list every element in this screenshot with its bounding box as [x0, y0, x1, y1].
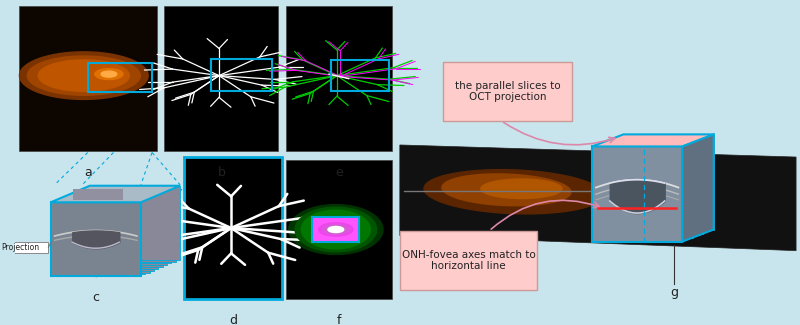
FancyBboxPatch shape — [286, 160, 392, 299]
Polygon shape — [400, 145, 796, 251]
Text: Projection: Projection — [1, 243, 39, 252]
Text: d: d — [229, 314, 237, 325]
Polygon shape — [602, 142, 693, 238]
Text: b: b — [218, 166, 226, 179]
Polygon shape — [682, 134, 714, 241]
Polygon shape — [592, 134, 714, 147]
FancyBboxPatch shape — [184, 157, 282, 299]
Polygon shape — [610, 140, 700, 235]
Polygon shape — [424, 170, 603, 214]
Polygon shape — [318, 223, 353, 236]
FancyBboxPatch shape — [165, 6, 278, 151]
Polygon shape — [442, 174, 571, 206]
Polygon shape — [27, 56, 140, 95]
Text: a: a — [84, 166, 92, 179]
Polygon shape — [64, 197, 154, 271]
FancyBboxPatch shape — [400, 231, 537, 290]
Text: e: e — [335, 166, 343, 179]
Polygon shape — [592, 147, 682, 241]
Polygon shape — [94, 69, 123, 80]
Polygon shape — [38, 60, 130, 91]
FancyBboxPatch shape — [74, 189, 123, 200]
Polygon shape — [481, 179, 562, 199]
Polygon shape — [19, 52, 148, 99]
FancyBboxPatch shape — [443, 62, 573, 121]
Text: the parallel slices to
OCT projection: the parallel slices to OCT projection — [455, 81, 561, 102]
Polygon shape — [295, 207, 377, 252]
Polygon shape — [595, 145, 686, 240]
Polygon shape — [55, 201, 146, 275]
Polygon shape — [620, 136, 710, 231]
FancyBboxPatch shape — [312, 217, 359, 242]
Text: ONH-fovea axes match to
horizontal line: ONH-fovea axes match to horizontal line — [402, 250, 535, 271]
Polygon shape — [77, 191, 167, 265]
Polygon shape — [59, 199, 150, 273]
Polygon shape — [606, 141, 696, 236]
Polygon shape — [326, 226, 346, 233]
Polygon shape — [322, 224, 349, 235]
Polygon shape — [81, 189, 171, 263]
FancyBboxPatch shape — [0, 242, 48, 253]
Polygon shape — [289, 205, 383, 254]
Polygon shape — [328, 227, 344, 232]
Text: f: f — [337, 314, 342, 325]
Polygon shape — [50, 186, 180, 202]
FancyBboxPatch shape — [286, 6, 392, 151]
Polygon shape — [302, 210, 370, 249]
Polygon shape — [101, 71, 117, 77]
Polygon shape — [73, 193, 162, 267]
Polygon shape — [617, 137, 706, 232]
Polygon shape — [68, 195, 158, 269]
Polygon shape — [86, 188, 176, 262]
FancyBboxPatch shape — [19, 6, 157, 151]
Polygon shape — [599, 144, 690, 239]
Polygon shape — [613, 138, 703, 234]
Polygon shape — [623, 134, 714, 229]
Text: g: g — [670, 286, 678, 299]
Polygon shape — [50, 202, 141, 276]
Polygon shape — [90, 186, 180, 260]
Text: c: c — [92, 292, 99, 305]
